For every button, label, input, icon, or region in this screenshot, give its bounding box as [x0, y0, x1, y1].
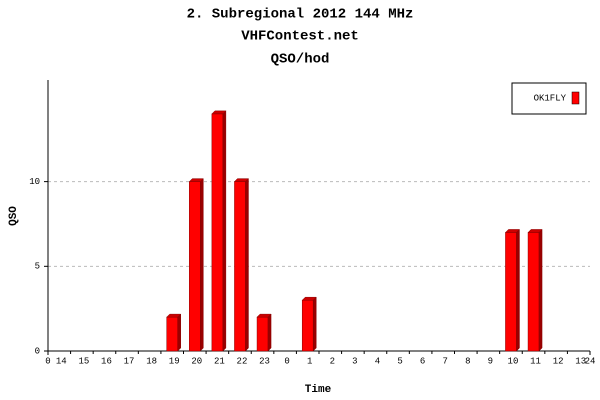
x-category-label: 13	[575, 356, 586, 366]
x-category-label: 2	[330, 356, 335, 366]
x-category-label: 23	[259, 356, 270, 366]
legend-swatch	[571, 91, 580, 105]
bar	[504, 228, 521, 352]
bar	[527, 228, 543, 352]
bar-front	[234, 181, 246, 352]
x-category-label: 7	[443, 356, 448, 366]
bar	[233, 178, 250, 352]
bar-side	[312, 296, 317, 352]
x-category-label: 11	[530, 356, 541, 366]
y-tick-label: 10	[29, 177, 40, 187]
bar-side	[245, 178, 249, 352]
x-category-label: 6	[420, 356, 425, 366]
x-category-label: 22	[237, 356, 248, 366]
bar-side	[516, 228, 520, 352]
bar-front	[211, 113, 224, 352]
x-category-label: 15	[78, 356, 89, 366]
bar-side	[267, 313, 272, 352]
bar-front	[189, 181, 201, 352]
x-category-label: 16	[101, 356, 112, 366]
x-category-label: 17	[124, 356, 135, 366]
bar	[256, 313, 272, 352]
x-axis-title: Time	[305, 384, 332, 396]
bar-front	[527, 232, 540, 352]
x-category-label: 19	[169, 356, 180, 366]
x-category-label: 8	[465, 356, 470, 366]
bar-front	[166, 316, 178, 352]
bar-front	[505, 232, 517, 352]
bar-side	[177, 313, 181, 352]
bar-side	[222, 110, 227, 352]
bar	[301, 296, 317, 352]
legend-label: OK1FLY	[534, 93, 567, 103]
x-tick-label: 24	[585, 356, 596, 366]
x-category-label: 1	[307, 356, 312, 366]
x-category-label: 14	[56, 356, 67, 366]
x-category-label: 18	[146, 356, 157, 366]
x-category-label: 5	[397, 356, 402, 366]
chart-title2: QSO/hod	[271, 52, 330, 68]
x-category-label: 21	[214, 356, 225, 366]
bar-side	[538, 228, 543, 352]
bar-side	[200, 178, 204, 352]
bar-front	[256, 316, 269, 352]
chart-title: 2. Subregional 2012 144 MHz	[187, 7, 414, 23]
y-axis-title: QSO	[8, 206, 20, 226]
x-category-label: 9	[488, 356, 493, 366]
y-tick-label: 5	[35, 262, 40, 272]
chart-subtitle: VHFContest.net	[241, 29, 359, 45]
x-category-label: 0	[284, 356, 289, 366]
bar	[211, 110, 227, 352]
x-category-label: 12	[553, 356, 564, 366]
x-category-label: 3	[352, 356, 357, 366]
bar	[188, 178, 204, 352]
bar	[166, 313, 182, 352]
x-category-label: 20	[191, 356, 202, 366]
x-category-label: 4	[375, 356, 380, 366]
bar-front	[301, 299, 314, 352]
y-tick-label: 0	[35, 346, 40, 356]
x-tick-label: 0	[45, 356, 50, 366]
x-category-label: 10	[508, 356, 519, 366]
